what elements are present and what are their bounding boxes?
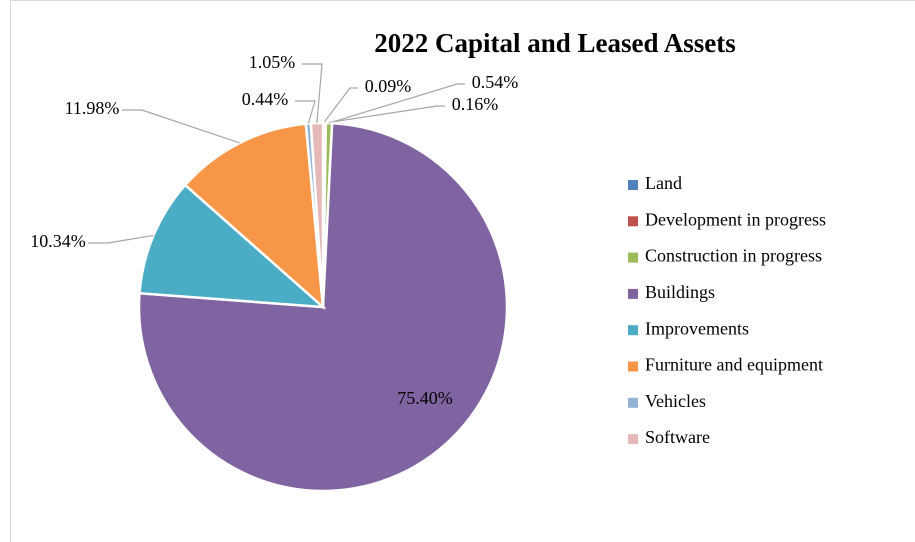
legend-swatch — [628, 434, 638, 445]
legend-label: Software — [645, 427, 710, 447]
legend-swatch — [628, 252, 638, 263]
chart-frame — [10, 0, 915, 542]
legend-label: Vehicles — [645, 391, 706, 411]
leader-line — [122, 109, 240, 144]
legend-label: Construction in progress — [645, 246, 822, 266]
legend-label: Improvements — [645, 318, 749, 338]
leader-line — [295, 100, 316, 124]
data-label: 1.05% — [249, 52, 296, 72]
data-label: 0.54% — [472, 72, 519, 92]
legend-label: Development in progress — [645, 209, 826, 229]
legend-swatch — [628, 325, 638, 336]
legend-swatch — [628, 180, 638, 190]
data-label: 75.40% — [397, 388, 453, 408]
legend-swatch — [628, 288, 638, 299]
legend-label: Land — [645, 173, 682, 193]
legend-swatch — [628, 397, 638, 408]
data-label: 11.98% — [65, 98, 120, 118]
legend-swatch — [628, 216, 638, 227]
leader-line — [324, 105, 445, 124]
legend-swatch — [628, 361, 638, 372]
chart-title: 2022 Capital and Leased Assets — [374, 28, 736, 58]
data-label: 0.44% — [242, 89, 289, 109]
leader-line — [328, 83, 465, 124]
pie-slice — [183, 122, 325, 311]
data-label: 0.09% — [365, 76, 412, 96]
data-label: 10.34% — [30, 231, 86, 251]
data-label: 0.16% — [452, 94, 499, 114]
pie-slice — [138, 183, 327, 309]
legend-label: Buildings — [645, 282, 715, 302]
leader-line — [302, 63, 323, 124]
leader-line — [323, 87, 358, 124]
legend-label: Furniture and equipment — [645, 355, 823, 375]
leader-line — [88, 234, 154, 244]
